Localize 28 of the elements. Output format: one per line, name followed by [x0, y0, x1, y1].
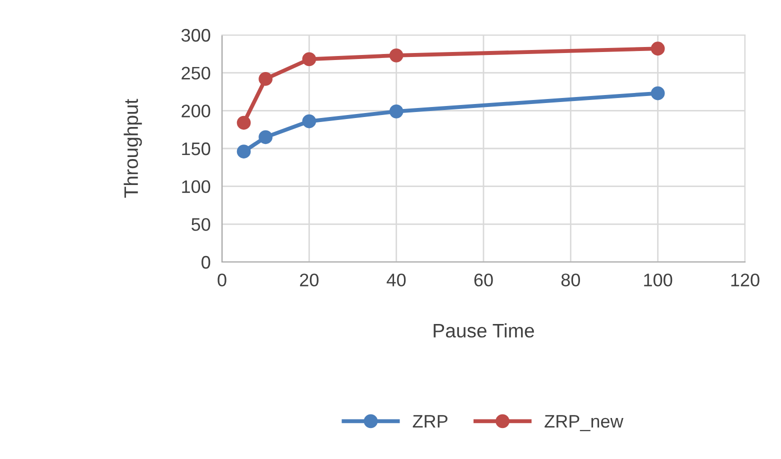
point	[302, 52, 316, 66]
x-tick-label: 100	[644, 274, 672, 286]
legend-label: ZRP_new	[544, 415, 624, 432]
x-tick-label: 80	[561, 274, 580, 286]
point	[258, 72, 273, 86]
x-tick-label: 60	[474, 274, 493, 286]
point	[389, 48, 404, 62]
point	[258, 130, 273, 144]
x-tick-label: 0	[218, 274, 226, 286]
y-tick-label: 150	[182, 142, 210, 156]
point	[650, 86, 665, 100]
y-tick-label: 50	[192, 218, 210, 231]
y-tick-label: 300	[181, 28, 210, 42]
point	[650, 42, 665, 56]
point	[236, 144, 251, 158]
y-tick-label: 0	[202, 256, 210, 269]
y-tick-label: 100	[182, 180, 210, 194]
point	[389, 104, 404, 118]
y-tick-label: 250	[182, 66, 210, 80]
point	[236, 116, 251, 130]
x-tick-label: 120	[731, 274, 760, 286]
x-axis-title: Pause Time	[434, 323, 534, 338]
x-tick-label: 40	[386, 274, 406, 286]
y-axis-title: Throughput	[124, 98, 142, 198]
legend-label: ZRP	[412, 415, 448, 428]
x-tick-label: 20	[300, 274, 319, 286]
point	[302, 114, 316, 128]
y-tick-label: 200	[182, 104, 210, 118]
